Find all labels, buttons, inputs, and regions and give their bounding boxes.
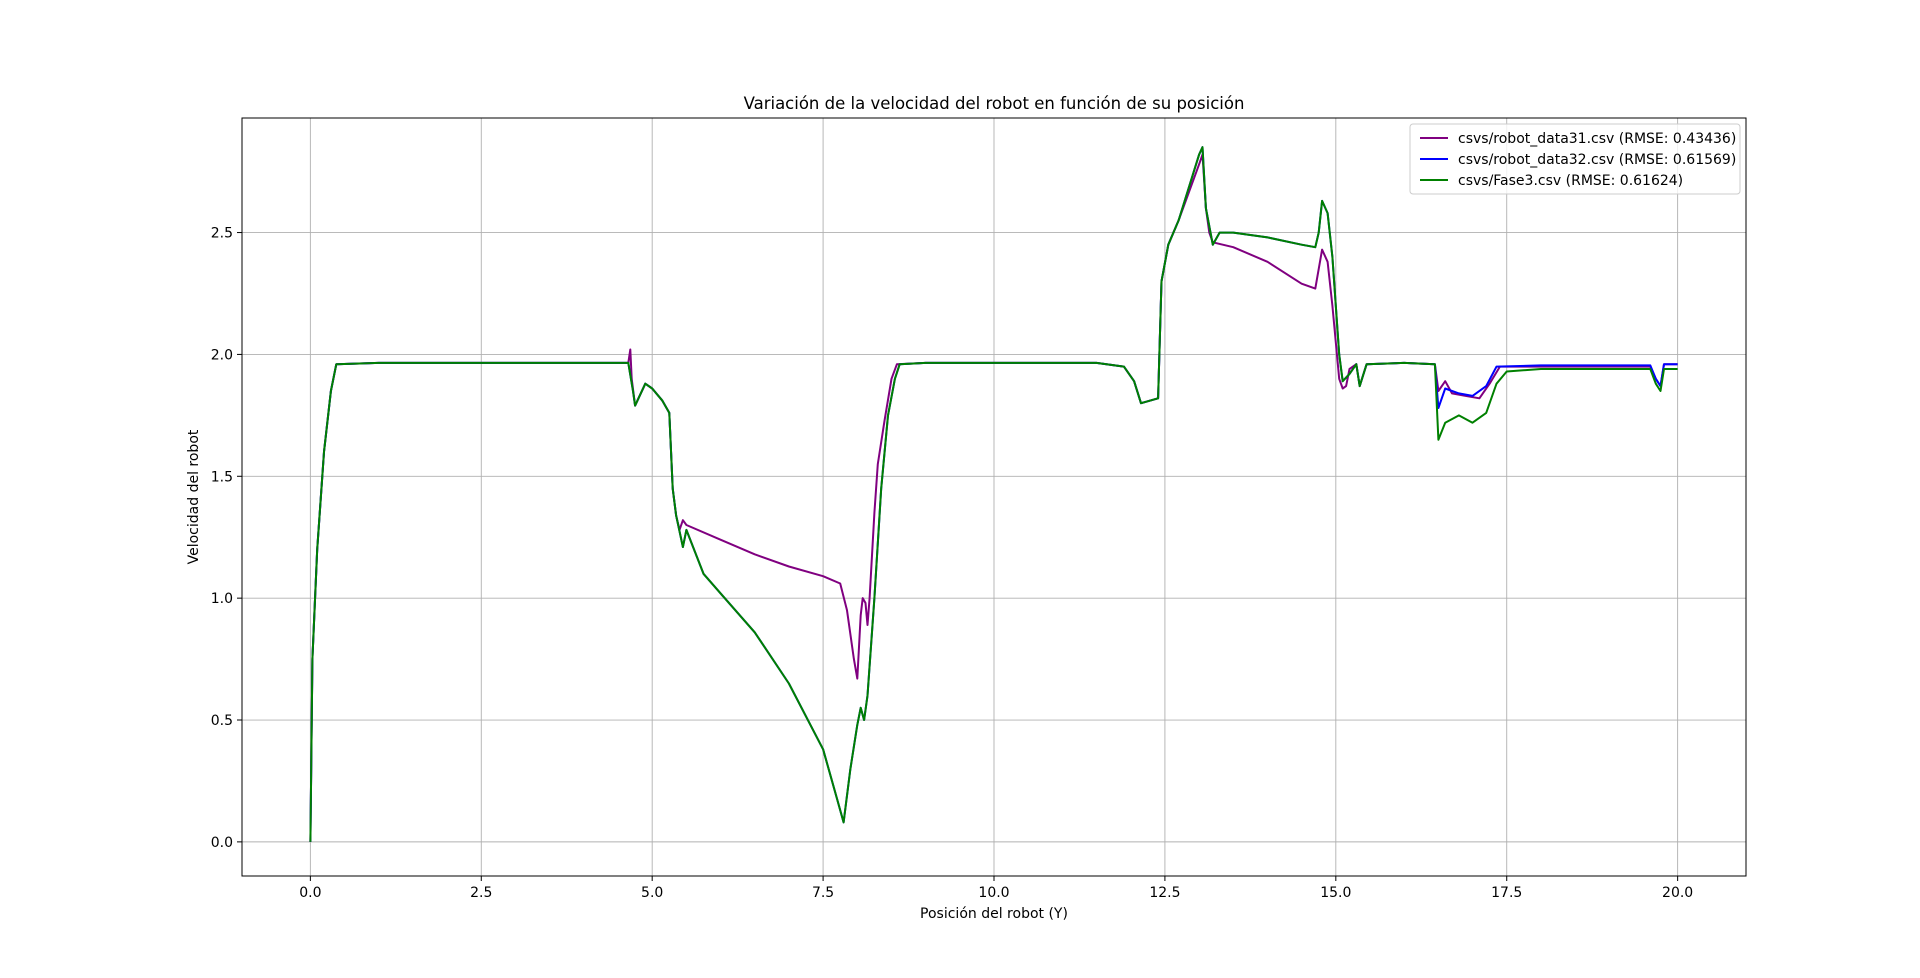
y-tick-label: 0.5 [211, 713, 233, 729]
y-tick-label: 0.0 [211, 835, 233, 851]
legend: csvs/robot_data31.csv (RMSE: 0.43436) csv… [1409, 123, 1741, 195]
x-tick-label: 10.0 [978, 885, 1009, 901]
x-tick-label: 12.5 [1149, 885, 1180, 901]
legend-box [1409, 123, 1741, 195]
chart-title: Variación de la velocidad del robot en f… [744, 94, 1245, 113]
x-axis-ticks: 0.0 2.5 5.0 7.5 10.0 12.5 15.0 17.5 20.0 [299, 876, 1693, 901]
x-tick-label: 20.0 [1662, 885, 1693, 901]
x-tick-label: 15.0 [1320, 885, 1351, 901]
legend-entry-1: csvs/robot_data31.csv (RMSE: 0.43436) [1458, 131, 1736, 147]
grid-lines [242, 118, 1746, 876]
x-tick-label: 0.0 [299, 885, 321, 901]
y-axis-ticks: 0.0 0.5 1.0 1.5 2.0 2.5 [211, 226, 242, 851]
x-tick-label: 7.5 [812, 885, 834, 901]
y-tick-label: 1.0 [211, 591, 233, 607]
x-tick-label: 5.0 [641, 885, 663, 901]
y-axis-label: Velocidad del robot [186, 429, 202, 564]
x-tick-label: 2.5 [470, 885, 492, 901]
series-line-3 [309, 146, 1678, 842]
legend-entry-3: csvs/Fase3.csv (RMSE: 0.61624) [1458, 173, 1683, 189]
y-tick-label: 2.0 [211, 347, 233, 363]
legend-entry-2: csvs/robot_data32.csv (RMSE: 0.61569) [1458, 152, 1736, 168]
x-axis-label: Posición del robot (Y) [920, 906, 1068, 922]
y-tick-label: 1.5 [211, 469, 233, 485]
x-tick-label: 17.5 [1491, 885, 1522, 901]
y-tick-label: 2.5 [211, 226, 233, 242]
series-layer [309, 146, 1678, 842]
